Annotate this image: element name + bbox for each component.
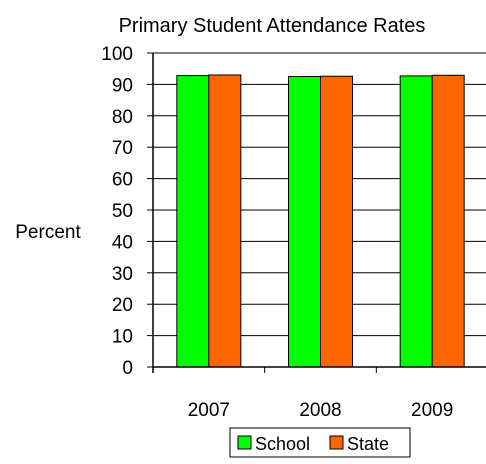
legend-label-state: State	[347, 434, 389, 454]
y-tick-label: 20	[112, 295, 133, 316]
chart-title: Primary Student Attendance Rates	[119, 15, 426, 37]
y-tick-label: 30	[112, 264, 133, 285]
bar-school-2007	[176, 75, 210, 368]
y-tick-label: 60	[112, 170, 133, 191]
bars	[176, 74, 465, 368]
legend-swatch-school	[237, 435, 252, 450]
y-tick-label: 70	[112, 138, 133, 159]
x-tick-label: 2008	[299, 400, 341, 421]
y-tick-label: 100	[101, 44, 133, 65]
y-tick-label: 40	[112, 232, 133, 253]
legend-swatch-state	[329, 435, 344, 450]
bar-state-2008	[320, 75, 353, 368]
axes	[147, 52, 486, 373]
x-tick-label: 2007	[188, 400, 230, 421]
legend-box	[229, 427, 411, 458]
bar-school-2008	[288, 76, 321, 368]
y-tick-label: 50	[112, 201, 133, 222]
y-tick-label: 80	[112, 107, 133, 128]
legend: School State	[229, 427, 411, 458]
bar-school-2009	[399, 75, 433, 368]
y-axis-label: Percent	[15, 222, 81, 243]
bar-state-2009	[431, 74, 465, 368]
bar-state-2007	[208, 74, 242, 368]
y-tick-label: 10	[112, 327, 133, 348]
y-tick-label: 90	[112, 75, 133, 96]
tick-labels: 0 10 20 30 40 50 60 70 80 90 100 2007 2008 2009	[101, 44, 453, 421]
x-tick-label: 2009	[411, 400, 453, 421]
y-tick-label: 0	[122, 358, 133, 379]
legend-label-school: School	[255, 434, 310, 454]
